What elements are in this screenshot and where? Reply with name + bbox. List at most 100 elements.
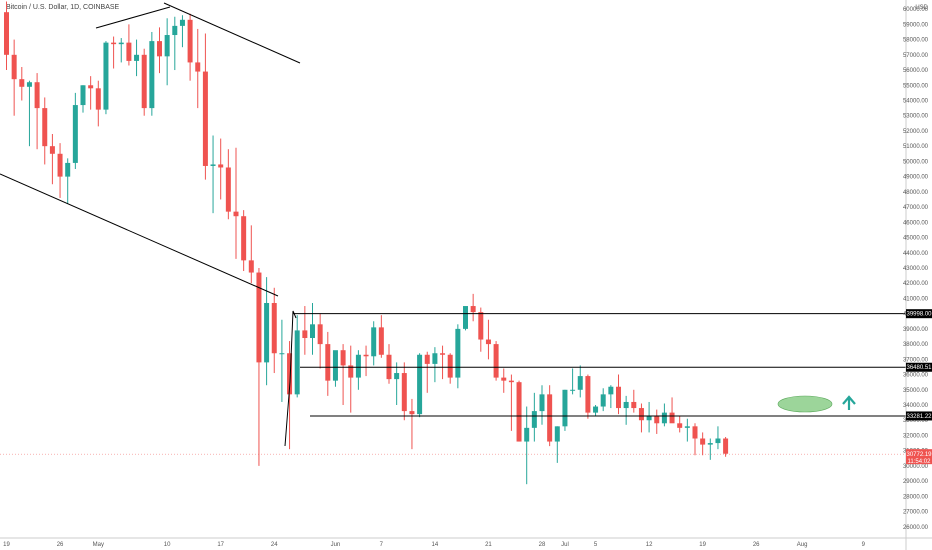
candle-body	[432, 353, 438, 364]
candle-body	[172, 25, 178, 36]
candle	[363, 345, 369, 377]
candle-body	[256, 272, 262, 363]
candle	[310, 302, 315, 355]
candle-body	[4, 12, 9, 55]
candle-body	[65, 162, 71, 177]
candle-body	[141, 54, 147, 109]
candle-body	[424, 354, 430, 364]
candle	[287, 341, 293, 450]
price-tick-label: 60000.00	[903, 7, 929, 13]
time-tick-label: 24	[271, 542, 278, 548]
level-price-label: 36480.51	[906, 365, 932, 371]
candle	[325, 331, 331, 396]
candle	[585, 374, 591, 419]
candle	[516, 380, 522, 442]
price-tick-label: 43000.00	[903, 266, 929, 272]
candle-body	[72, 105, 78, 163]
candle-body	[478, 312, 484, 340]
price-axis: USD 26000.00 27000.00 28000.00 29000.00 30000…	[903, 0, 932, 550]
candle	[134, 39, 140, 77]
up-arrow-icon	[842, 395, 856, 410]
time-tick-label: 17	[217, 542, 224, 548]
candle	[646, 401, 652, 433]
candle	[187, 13, 193, 81]
target-ellipse	[777, 395, 833, 413]
candle-body	[700, 438, 706, 445]
currency-label: USD	[915, 5, 928, 11]
candle	[126, 24, 132, 66]
candles	[4, 1, 729, 485]
candle	[570, 368, 576, 395]
candle-body	[233, 211, 239, 217]
candle	[42, 97, 48, 165]
candle-body	[279, 353, 285, 355]
candle-body	[287, 353, 293, 395]
candle-body	[409, 411, 415, 415]
candle-body	[363, 354, 369, 357]
candle	[57, 143, 63, 198]
candle-body	[378, 327, 384, 355]
candle	[88, 76, 94, 110]
candle	[348, 345, 354, 413]
candle	[440, 345, 446, 380]
candle	[264, 277, 270, 386]
countdown-label: 11:54:02	[908, 459, 932, 465]
candle-body	[600, 394, 606, 407]
candle	[401, 362, 407, 421]
candle-body	[126, 42, 132, 61]
candle	[531, 392, 537, 442]
price-tick-label: 29000.00	[903, 479, 929, 485]
candle	[669, 397, 675, 424]
candle-body	[646, 415, 652, 421]
candle-body	[149, 41, 155, 109]
up-arrow-head	[842, 395, 856, 405]
candle	[715, 426, 721, 450]
candle-body	[417, 354, 423, 415]
candle-body	[501, 377, 507, 381]
candle-body	[684, 426, 690, 428]
time-tick-label: May	[93, 542, 104, 548]
price-tick-label: 45000.00	[903, 236, 929, 242]
candle	[72, 92, 78, 170]
candle	[4, 1, 9, 71]
time-tick-label: 9	[862, 542, 866, 548]
time-tick-label: 19	[3, 542, 10, 548]
candle	[317, 313, 323, 369]
candle	[65, 158, 71, 205]
candle	[723, 436, 729, 457]
price-tick-label: 28000.00	[903, 494, 929, 500]
candle-body	[202, 71, 208, 166]
candle	[638, 403, 644, 433]
price-tick-label: 48000.00	[903, 190, 929, 196]
time-axis: 19 26 May 10 17 24 Jun 7 14 21 28 Jul 5 12 19 26 Aug 9	[0, 537, 932, 548]
price-tick-label: 30000.00	[903, 464, 929, 470]
candle-body	[34, 82, 40, 109]
candle	[463, 306, 468, 331]
candle	[684, 418, 690, 442]
candle-body	[218, 164, 224, 168]
candle-body	[677, 423, 683, 428]
candle	[256, 267, 262, 466]
candle	[141, 48, 147, 116]
price-tick-label: 26000.00	[903, 525, 929, 531]
price-tick-label: 53000.00	[903, 114, 929, 120]
level-price-tag	[906, 411, 932, 421]
time-tick-label: 5	[594, 542, 598, 548]
candle	[661, 403, 667, 427]
candle-body	[80, 85, 86, 106]
price-tick-label: 38000.00	[903, 342, 929, 348]
candle	[34, 73, 40, 150]
candle-body	[524, 427, 530, 442]
price-tick-label: 41000.00	[903, 296, 929, 302]
candle-body	[371, 327, 377, 357]
candle	[19, 66, 25, 101]
time-tick-label: 12	[646, 542, 653, 548]
candle-body	[11, 54, 17, 80]
candle-body	[723, 438, 729, 454]
candle	[279, 319, 285, 402]
candle	[294, 315, 300, 398]
price-tick-label: 33000.00	[903, 418, 929, 424]
candle	[631, 389, 637, 413]
lower-trendline	[0, 173, 279, 297]
